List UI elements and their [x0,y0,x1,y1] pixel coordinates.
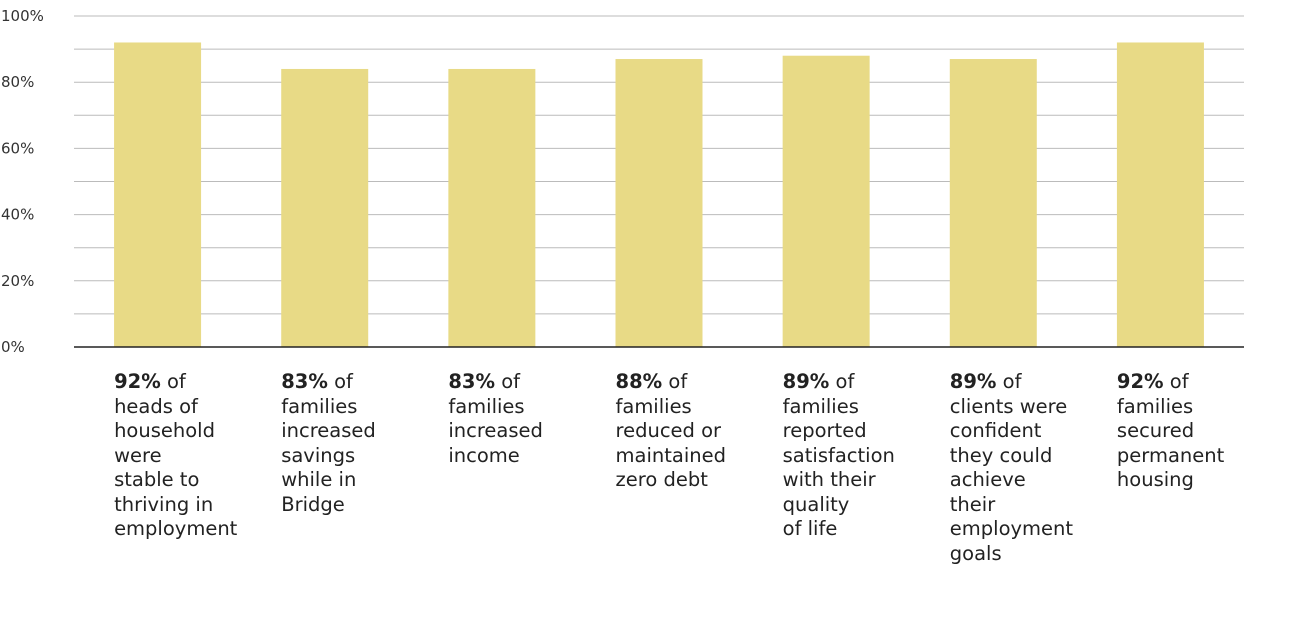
percent-value: 89% [949,370,997,393]
y-tick-label: 0% [1,338,25,356]
category-label-line: increased [448,419,543,442]
category-label-line: their [949,492,996,516]
category-label-line: housing [1116,468,1194,491]
category-label-line: clients were [949,394,1068,418]
y-tick-label: 60% [1,139,34,157]
percent-value: 92% [1116,370,1164,393]
category-label-line: 89% of [949,370,1022,393]
y-tick-label: 40% [1,206,34,224]
category-label-line: confident [949,419,1042,442]
bar-chart: 0% 20% 40% 60% 80% 100% [1,7,1244,356]
bar [1116,42,1204,347]
category-label-line: families [281,394,358,418]
category-label-line: thriving in [114,492,214,516]
bar [782,55,870,347]
category-label-line: increased [281,419,376,442]
bar [448,68,536,348]
category-label-line: satisfaction [782,443,895,467]
category-label-line: were [114,443,162,467]
category-label-line: while in [281,468,357,491]
bar [281,68,369,348]
category-label: 89% of families reported satisfaction with t… [783,370,933,542]
category-label-line: achieve [949,468,1026,491]
percent-value: 88% [615,370,663,393]
category-label: 92% of families secured permanent housing [1117,370,1267,493]
category-label-line: permanent [1116,443,1225,467]
category-label-line: 83% of [281,370,353,393]
category-label-line: zero debt [615,468,708,491]
category-label-line: heads of [114,394,198,418]
category-label-line: 89% of [782,370,855,393]
category-label: 92% of heads of household were stable to thri… [114,370,264,542]
bar [949,59,1037,347]
category-label: 83% of families increased savings while in Br… [281,370,431,517]
percent-value: 89% [782,370,830,393]
category-label-line: secured [1116,419,1195,442]
category-label-line: 92% of [1116,370,1189,393]
category-label-line: quality [782,492,850,516]
category-label: 89% of clients were confident they could ach… [950,370,1100,566]
category-label-line: families [448,394,525,418]
category-label-line: 83% of [448,370,521,393]
category-label-line: reduced or [615,419,722,442]
bar [114,42,202,347]
category-label-line: families [782,394,859,418]
percent-value: 83% [281,370,328,393]
category-label-line: employment [114,517,238,540]
y-tick-label: 20% [1,272,34,290]
bars [114,42,1204,348]
category-label-line: 88% of [615,370,688,393]
y-axis-ticks: 0% 20% 40% 60% 80% 100% [1,7,44,356]
category-label-line: savings [281,443,356,467]
category-label-line: families [615,394,692,418]
category-label: 88% of families reduced or maintained zero d… [616,370,766,493]
category-label-line: families [1116,394,1194,418]
category-label-line: Bridge [281,492,345,516]
y-tick-label: 80% [1,73,34,91]
category-label-line: maintained [615,443,726,467]
category-label-line: reported [782,419,867,442]
category-label: 83% of families increased income [448,370,598,468]
category-label-line: they could [949,443,1053,467]
category-label-line: income [448,443,520,467]
category-label-line: household [114,419,215,442]
category-label-line: with their [782,468,876,491]
y-tick-label: 100% [1,7,44,25]
category-label-line: 92% of [114,370,186,393]
category-label-line: of life [782,517,838,540]
bar [615,59,703,347]
category-label-line: employment [949,517,1074,540]
percent-value: 83% [448,370,496,393]
category-label-line: stable to [114,468,200,491]
percent-value: 92% [114,370,161,393]
category-label-line: goals [949,541,1002,565]
